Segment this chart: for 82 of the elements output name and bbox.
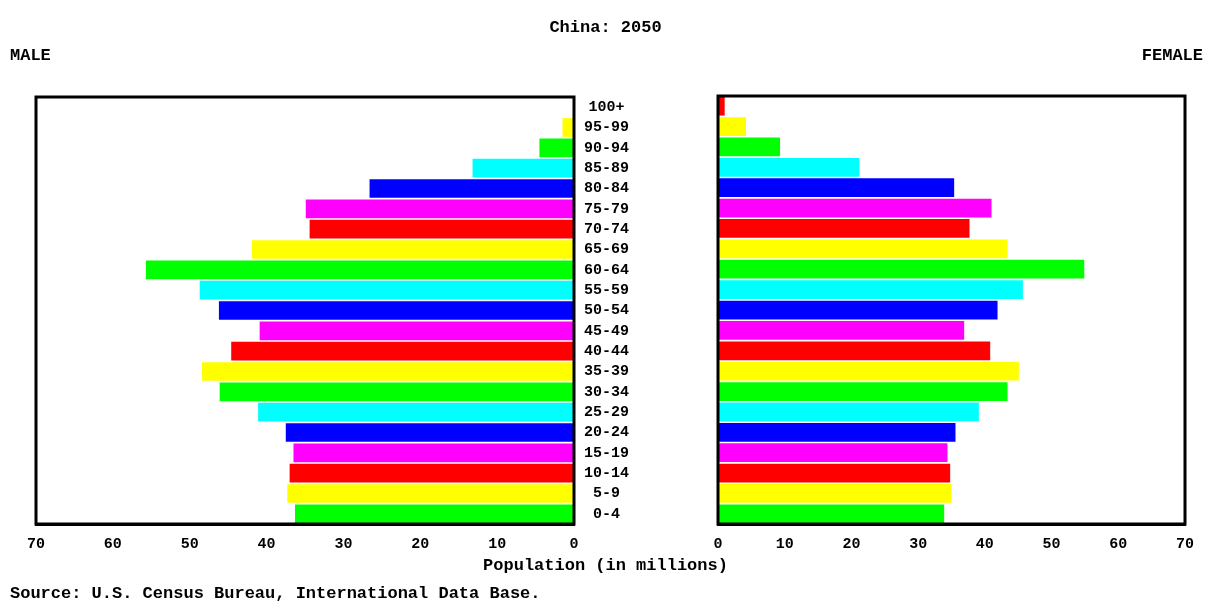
bar	[309, 219, 574, 239]
y-tick-label: 65-69	[584, 241, 630, 259]
chart-subtitle: FEMALE	[1141, 46, 1203, 65]
x-tick-label: 70	[26, 535, 46, 553]
y-tick-label: 30-34	[584, 383, 630, 401]
y-tick-label: 95-99	[584, 119, 630, 137]
bar	[718, 239, 1008, 259]
y-tick-label: 100+	[588, 98, 625, 116]
chart-title: China: 2050	[548, 18, 663, 37]
bar	[718, 382, 1008, 401]
bar	[718, 117, 747, 136]
y-tick-label: 5-9	[593, 485, 621, 503]
y-tick-label: 85-89	[584, 159, 630, 177]
bar	[562, 118, 574, 137]
x-tick-label: 50	[1042, 535, 1061, 553]
bar	[718, 422, 956, 442]
x-tick-label: 20	[411, 535, 430, 553]
y-tick-label: 90-94	[584, 139, 630, 157]
bar	[718, 178, 955, 198]
bar	[218, 301, 574, 320]
bar	[718, 219, 970, 238]
y-tick-label: 20-24	[584, 424, 630, 442]
y-tick-label: 40-44	[584, 342, 630, 360]
y-tick-label: 55-59	[584, 281, 630, 299]
x-tick-label: 30	[334, 535, 353, 553]
bar	[258, 402, 574, 422]
bar	[295, 504, 574, 524]
bar	[718, 361, 1019, 381]
y-tick-label: 50-54	[584, 302, 630, 320]
y-tick-label: 45-49	[584, 322, 630, 340]
bar	[199, 280, 574, 300]
bar	[289, 463, 574, 483]
x-tick-label: 10	[488, 535, 507, 553]
y-tick-label: 70-74	[584, 220, 630, 238]
bar	[718, 280, 1023, 299]
bar	[539, 138, 574, 158]
y-tick-label: 60-64	[584, 261, 630, 279]
bar	[718, 443, 948, 463]
y-tick-label: 35-39	[584, 363, 630, 381]
bar	[305, 199, 574, 219]
x-tick-label: 70	[1175, 535, 1195, 553]
bar	[718, 137, 781, 157]
bar	[718, 157, 860, 177]
x-tick-label: 30	[909, 535, 928, 553]
y-tick-label: 25-29	[584, 403, 630, 421]
y-tick-label: 0-4	[593, 505, 621, 523]
bar	[293, 443, 574, 463]
bar	[718, 484, 952, 503]
x-tick-label: 60	[103, 535, 122, 553]
bar	[285, 423, 574, 442]
bar	[219, 382, 574, 402]
x-tick-label: 20	[842, 535, 861, 553]
x-tick-label: 0	[569, 535, 579, 553]
bar	[287, 484, 574, 503]
source-note: Source: U.S. Census Bureau, International Data Base.	[10, 584, 541, 603]
bar	[259, 321, 574, 341]
bar	[718, 504, 945, 524]
x-tick-label: 0	[713, 535, 723, 553]
y-tick-label: 15-19	[584, 444, 630, 462]
bar	[251, 240, 574, 259]
bar	[718, 321, 965, 340]
bar	[718, 259, 1085, 279]
y-tick-label: 75-79	[584, 200, 630, 218]
x-tick-label: 40	[975, 535, 994, 553]
y-tick-label: 10-14	[584, 464, 630, 482]
bar	[145, 260, 574, 280]
x-axis-title: Population (in millions)	[482, 556, 729, 575]
chart-subtitle: MALE	[10, 46, 51, 65]
x-tick-label: 10	[775, 535, 794, 553]
y-tick-label: 80-84	[584, 180, 630, 198]
bar	[718, 463, 951, 483]
x-tick-label: 50	[180, 535, 199, 553]
bar	[718, 341, 991, 361]
bar	[369, 179, 574, 198]
x-tick-label: 60	[1109, 535, 1128, 553]
x-tick-label: 40	[257, 535, 276, 553]
bar	[718, 402, 979, 422]
bar	[718, 198, 992, 218]
bar	[231, 341, 574, 361]
bar	[718, 300, 998, 320]
bar	[472, 158, 574, 178]
bar	[202, 362, 574, 381]
